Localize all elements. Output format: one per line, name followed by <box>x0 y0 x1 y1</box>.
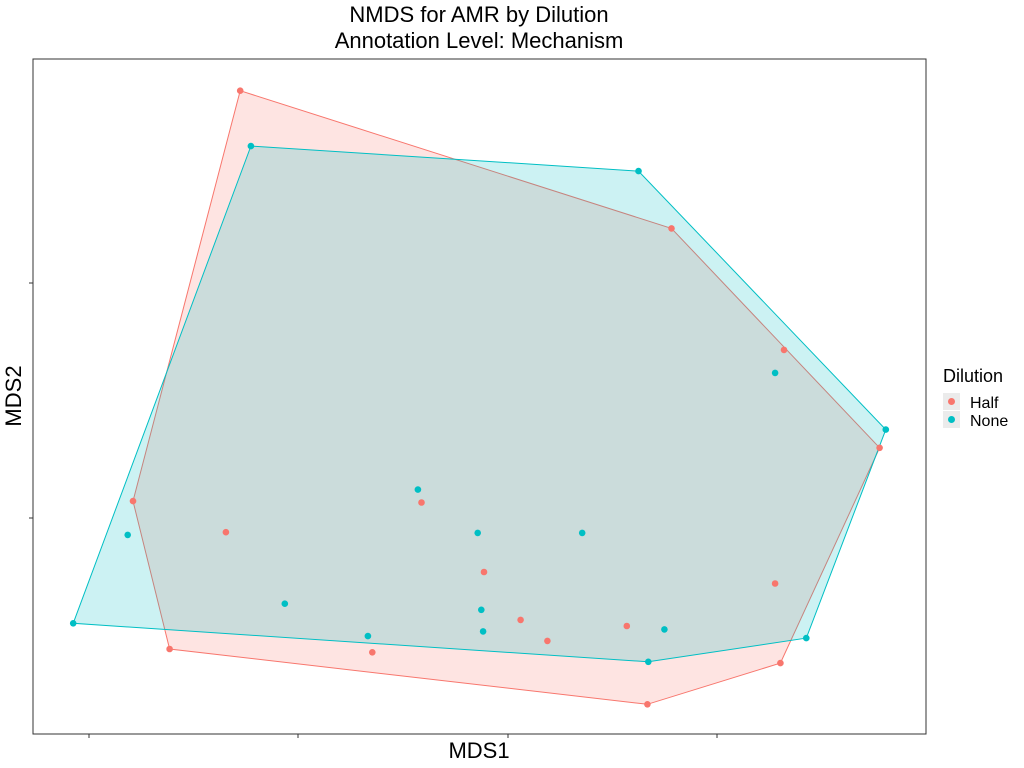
point-none-1 <box>635 167 642 175</box>
point-half-9 <box>517 616 524 624</box>
point-none-9 <box>478 606 485 614</box>
point-none-8 <box>281 600 289 607</box>
hull-layer <box>72 90 887 705</box>
plot-panel <box>32 58 927 735</box>
point-half-5 <box>222 528 230 536</box>
point-half-14 <box>777 659 784 667</box>
legend-marker-none <box>948 416 955 423</box>
point-half-0 <box>236 87 244 94</box>
point-half-3 <box>876 444 883 452</box>
point-none-12 <box>364 632 372 640</box>
point-none-10 <box>479 628 487 635</box>
point-half-2 <box>780 346 788 354</box>
legend-marker-half <box>948 398 955 405</box>
y-axis-ticks <box>29 282 33 519</box>
chart-title: NMDS for AMR by Dilution <box>349 2 608 27</box>
point-none-6 <box>578 529 586 537</box>
point-none-5 <box>474 529 482 537</box>
point-none-0 <box>247 142 255 150</box>
point-half-11 <box>544 637 551 645</box>
chart-subtitle: Annotation Level: Mechanism <box>335 28 624 53</box>
legend-title: Dilution <box>943 366 1003 386</box>
point-none-11 <box>661 626 668 633</box>
point-half-12 <box>166 645 173 653</box>
hull-half <box>132 90 881 705</box>
legend-label-none: None <box>970 413 1008 430</box>
point-half-4 <box>129 497 137 505</box>
legend-item-half: Half <box>943 393 999 412</box>
x-axis-ticks <box>88 734 718 738</box>
point-none-2 <box>771 369 779 377</box>
point-half-1 <box>668 225 675 232</box>
legend: Dilution Half None <box>943 366 1008 430</box>
point-none-14 <box>803 634 810 642</box>
point-half-7 <box>480 568 488 576</box>
point-half-15 <box>644 701 651 708</box>
point-half-6 <box>418 499 425 506</box>
point-half-8 <box>771 580 779 587</box>
point-layer <box>69 87 890 708</box>
point-half-10 <box>623 622 631 630</box>
point-none-4 <box>414 486 422 493</box>
point-half-13 <box>369 649 376 656</box>
point-none-7 <box>124 531 131 539</box>
y-axis-title: MDS2 <box>1 365 26 426</box>
point-none-15 <box>645 658 652 666</box>
x-axis-title: MDS1 <box>448 738 509 763</box>
point-none-13 <box>69 620 77 627</box>
legend-item-none: None <box>943 411 1008 430</box>
legend-label-half: Half <box>970 395 999 412</box>
point-none-3 <box>882 426 890 433</box>
